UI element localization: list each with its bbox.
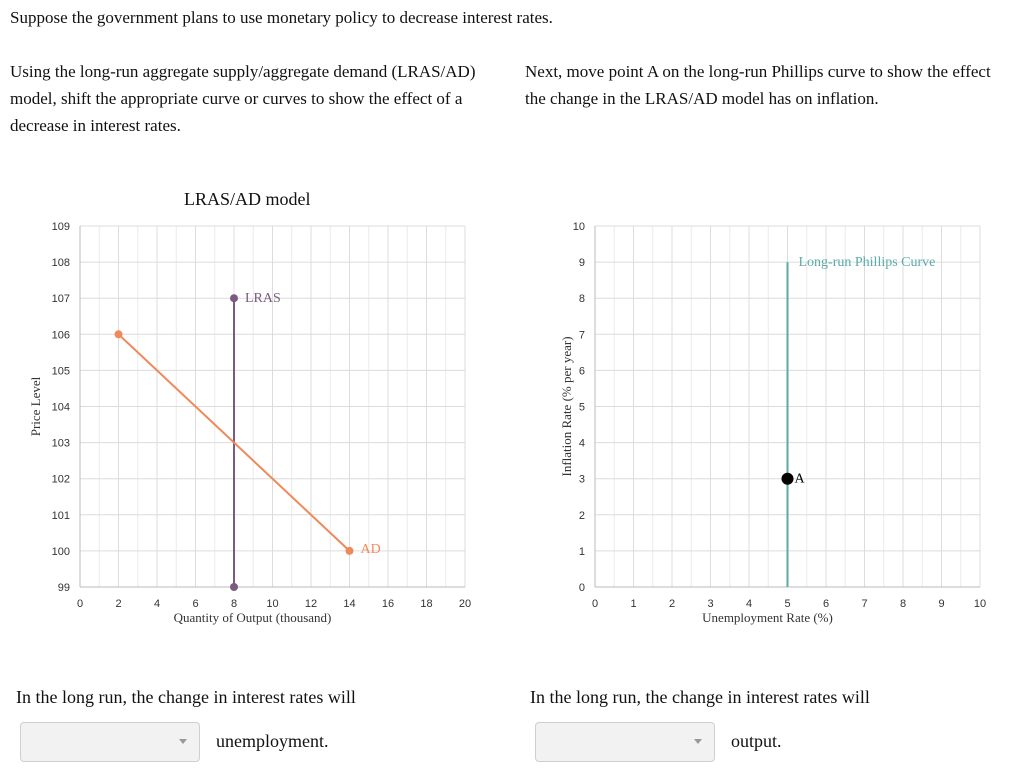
right-prompt: In the long run, the change in interest … xyxy=(530,687,870,707)
left-suffix: unemployment. xyxy=(216,731,329,751)
x-tick-label: 0 xyxy=(592,598,598,610)
x-tick-label: 0 xyxy=(77,598,83,610)
lrpc-label: Long-run Phillips Curve xyxy=(799,255,936,270)
y-tick-label: 3 xyxy=(579,474,585,486)
x-tick-label: 12 xyxy=(305,598,317,610)
y-tick-label: 7 xyxy=(579,329,585,341)
point-a[interactable] xyxy=(781,472,794,485)
y-tick-label: 4 xyxy=(579,438,585,450)
x-axis-label: Quantity of Output (thousand) xyxy=(174,610,332,625)
left-prompt: In the long run, the change in interest … xyxy=(16,687,356,707)
y-tick-label: 99 xyxy=(58,582,70,594)
x-tick-label: 1 xyxy=(630,598,636,610)
x-tick-label: 4 xyxy=(746,598,752,610)
ad-label: AD xyxy=(361,542,381,557)
x-tick-label: 9 xyxy=(938,598,944,610)
chevron-down-icon xyxy=(694,739,702,744)
series-endpoint xyxy=(230,583,238,591)
y-axis-label: Inflation Rate (% per year) xyxy=(559,336,574,476)
y-tick-label: 109 xyxy=(52,221,70,233)
intro-text: Suppose the government plans to use mone… xyxy=(10,8,553,27)
y-tick-label: 10 xyxy=(573,221,585,233)
x-tick-label: 20 xyxy=(459,598,471,610)
x-tick-label: 16 xyxy=(382,598,394,610)
x-tick-label: 10 xyxy=(266,598,278,610)
x-tick-label: 8 xyxy=(900,598,906,610)
x-tick-label: 18 xyxy=(420,598,432,610)
x-axis-label: Unemployment Rate (%) xyxy=(702,610,833,625)
y-tick-label: 9 xyxy=(579,257,585,269)
x-tick-label: 14 xyxy=(343,598,355,610)
y-tick-label: 2 xyxy=(579,510,585,522)
x-tick-label: 10 xyxy=(974,598,986,610)
y-tick-label: 6 xyxy=(579,365,585,377)
right-suffix: output. xyxy=(731,731,782,751)
x-tick-label: 3 xyxy=(707,598,713,610)
lras-ad-chart-title: LRAS/AD model xyxy=(184,189,311,209)
series-endpoint xyxy=(230,294,238,303)
right-dropdown[interactable] xyxy=(535,722,715,762)
y-tick-label: 5 xyxy=(579,402,585,414)
x-tick-label: 5 xyxy=(784,598,790,610)
y-tick-label: 100 xyxy=(52,546,70,558)
x-tick-label: 7 xyxy=(861,598,867,610)
y-tick-label: 104 xyxy=(52,402,70,414)
y-axis-label: Price Level xyxy=(28,376,43,436)
chevron-down-icon xyxy=(179,739,187,744)
phillips-chart[interactable]: 0 1 2 3 4 5 6 7 8 9 10 0 1 2 3 4 5 6 7 8 9 10 Unemployment Rat… xyxy=(515,200,1015,650)
left-question: Using the long-run aggregate supply/aggr… xyxy=(10,62,476,135)
y-tick-label: 102 xyxy=(52,474,70,486)
x-tick-label: 2 xyxy=(669,598,675,610)
y-tick-label: 1 xyxy=(579,546,585,558)
point-a-label: A xyxy=(795,472,806,487)
lras-ad-chart[interactable]: 0 2 4 6 8 10 12 14 16 18 20 99 100 101 102 103 104 105 106… xyxy=(0,200,500,650)
lras-label: LRAS xyxy=(245,291,281,306)
y-tick-label: 101 xyxy=(52,510,70,522)
series-line-ad xyxy=(117,333,351,552)
y-tick-label: 108 xyxy=(52,257,70,269)
x-tick-label: 8 xyxy=(231,598,237,610)
series-endpoint xyxy=(114,330,123,339)
y-tick-label: 103 xyxy=(52,438,70,450)
y-tick-label: 105 xyxy=(52,365,70,377)
x-tick-label: 4 xyxy=(154,598,160,610)
y-tick-label: 8 xyxy=(579,293,585,305)
x-tick-label: 6 xyxy=(192,598,198,610)
right-question: Next, move point A on the long-run Phill… xyxy=(525,62,991,108)
y-tick-label: 0 xyxy=(579,582,585,594)
left-dropdown[interactable] xyxy=(20,722,200,762)
y-tick-label: 107 xyxy=(52,293,70,305)
series-endpoint xyxy=(345,546,354,555)
x-tick-label: 6 xyxy=(823,598,829,610)
y-tick-label: 106 xyxy=(52,329,70,341)
x-tick-label: 2 xyxy=(115,598,121,610)
